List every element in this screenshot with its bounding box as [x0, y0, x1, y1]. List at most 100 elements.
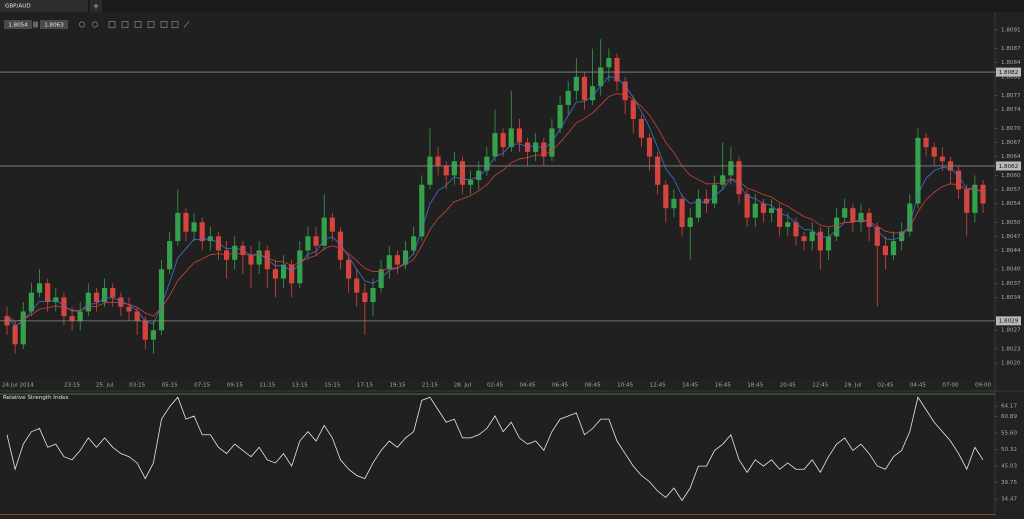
x-tick-label: 25. Jul	[96, 383, 114, 389]
candle-body	[118, 297, 124, 307]
candle-body	[801, 236, 807, 242]
candle-body	[720, 175, 726, 185]
y-tick-label: 1.8047	[1001, 234, 1021, 240]
y-tick-label: 64.17	[1001, 404, 1017, 410]
candle-body	[77, 311, 83, 321]
settings-button[interactable]	[160, 21, 168, 28]
rsi-pane	[0, 392, 995, 516]
screenshot-button[interactable]	[171, 21, 179, 28]
x-tick-label: 14:45	[682, 383, 699, 389]
candle-body	[45, 283, 51, 303]
candle-body	[768, 208, 775, 213]
moving-average-line	[6, 93, 984, 322]
x-tick-label: 04:45	[910, 383, 927, 389]
candle-body	[646, 137, 653, 157]
candle-body	[232, 245, 238, 260]
candle-body	[972, 184, 978, 213]
candle-body	[614, 58, 620, 82]
x-tick-label: 03:15	[129, 383, 146, 389]
candle-body	[134, 311, 140, 321]
candle-body	[476, 170, 482, 181]
candle-body	[630, 100, 636, 120]
candle-body	[703, 198, 710, 204]
candle-body	[256, 250, 262, 265]
indicators-button[interactable]	[121, 21, 129, 28]
candle-body	[557, 104, 563, 129]
candle-body	[427, 156, 433, 185]
y-tick-label: 1.8070	[1001, 126, 1021, 132]
candle-body	[394, 255, 400, 265]
candle-body	[386, 255, 392, 270]
x-tick-label: 10:45	[617, 383, 634, 389]
candle-body	[793, 222, 799, 237]
candle-body	[459, 161, 466, 185]
candle-body	[443, 165, 449, 176]
candle-body	[541, 142, 547, 157]
candle-body	[882, 245, 888, 256]
y-tick-label: 50.32	[1001, 447, 1017, 453]
bid-box[interactable]	[4, 20, 32, 29]
candle-body	[102, 288, 108, 303]
zoom-in-button[interactable]	[79, 21, 85, 28]
chart-type-button[interactable]	[108, 21, 116, 28]
y-tick-label: 1.8037	[1001, 281, 1021, 287]
candle-body	[110, 288, 116, 298]
x-tick-label: 22:45	[812, 383, 829, 389]
y-tick-label: 34.47	[1001, 497, 1017, 503]
price-level-label: 1.8029	[999, 319, 1019, 325]
candle-body	[736, 161, 742, 195]
x-tick-label: 12:45	[650, 383, 667, 389]
candle-body	[272, 269, 278, 279]
y-tick-label: 1.8077	[1001, 93, 1021, 99]
x-tick-label: 11:15	[259, 383, 276, 389]
candle-body	[964, 189, 970, 213]
candle-body	[289, 264, 295, 284]
candle-body	[533, 142, 539, 152]
tab[interactable]	[0, 0, 88, 12]
y-tick-label: 1.8074	[1001, 107, 1021, 113]
candle-body	[638, 119, 644, 138]
line-tool-button[interactable]	[183, 21, 190, 28]
x-tick-label: 09:00	[975, 383, 992, 389]
candle-body	[362, 292, 368, 303]
drawing-button[interactable]	[134, 21, 142, 28]
ask-box[interactable]	[40, 20, 68, 29]
candle-body	[248, 255, 254, 265]
candle-body	[622, 81, 628, 101]
candle-body	[451, 161, 457, 176]
price-pane	[0, 12, 995, 380]
candle-body	[85, 292, 91, 312]
candle-body	[20, 311, 26, 345]
candle-body	[760, 203, 766, 213]
candle-body	[167, 241, 173, 270]
zoom-out-button[interactable]	[92, 21, 98, 28]
x-tick-label: 29. Jul	[844, 383, 862, 389]
candle-body	[785, 222, 791, 227]
candle-body	[508, 128, 514, 148]
candle-body	[695, 198, 701, 218]
candle-body	[191, 222, 197, 232]
candle-body	[687, 217, 693, 227]
x-tick-label: 18:45	[747, 383, 764, 389]
candle-body	[874, 226, 880, 246]
candle-body	[69, 316, 75, 321]
moving-average-line	[6, 75, 984, 327]
candle-body	[524, 142, 531, 152]
template-button[interactable]	[147, 21, 155, 28]
x-tick-label: 08:45	[585, 383, 602, 389]
spread-icon	[33, 21, 38, 28]
candle-body	[142, 320, 148, 340]
candle-body	[777, 208, 783, 227]
y-tick-label: 1.8044	[1001, 248, 1021, 254]
x-tick-label: 28. Jul	[454, 383, 472, 389]
candle-body	[492, 133, 498, 157]
y-tick-label: 55.60	[1001, 430, 1017, 436]
x-tick-label: 13:15	[292, 383, 309, 389]
x-tick-label: 21:15	[422, 383, 439, 389]
x-tick-label: 24 Jul 2014	[2, 383, 34, 389]
candle-body	[931, 147, 937, 157]
y-tick-label: 1.8023	[1001, 347, 1021, 353]
candle-body	[825, 236, 832, 251]
